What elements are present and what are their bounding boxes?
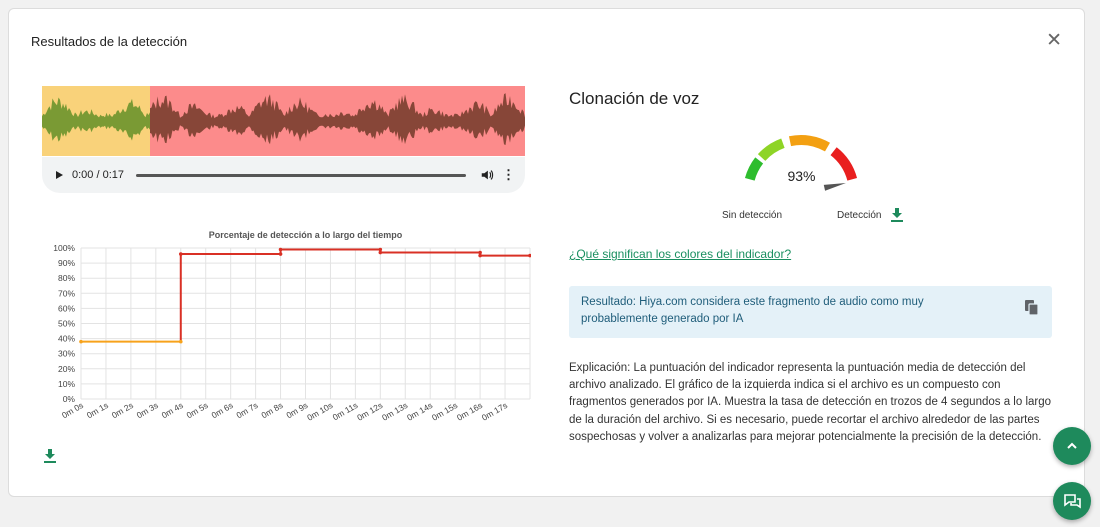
more-options-icon[interactable]: ⋮ — [502, 167, 515, 182]
detection-gauge — [744, 135, 858, 191]
gauge-arc-2 — [788, 135, 830, 152]
download-icon[interactable] — [44, 449, 56, 463]
data-point — [478, 250, 482, 255]
y-tick-label: 10% — [58, 379, 75, 389]
y-tick-label: 80% — [58, 273, 75, 283]
x-tick-label: 0m 15s — [430, 400, 459, 423]
explanation-text: Explicación: La puntuación del indicador… — [569, 362, 1052, 443]
y-tick-label: 90% — [58, 258, 75, 268]
gauge-needle — [823, 182, 846, 191]
y-tick-label: 30% — [58, 349, 75, 359]
data-point — [378, 247, 383, 252]
detection-results-dialog: Resultados de la detección ✕ 0:00 / 0:17… — [8, 8, 1085, 497]
detection-over-time-chart: Porcentaje de detección a lo largo del t… — [53, 230, 531, 423]
data-point — [278, 247, 283, 252]
x-tick-label: 0m 5s — [185, 400, 210, 420]
x-tick-label: 0m 1s — [85, 400, 110, 420]
result-banner: Resultado: Hiya.com considera este fragm… — [569, 286, 1052, 338]
x-tick-label: 0m 3s — [135, 400, 160, 420]
data-point — [528, 253, 531, 258]
dialog-title: Resultados de la detección — [31, 34, 188, 49]
x-tick-label: 0m 14s — [405, 400, 434, 423]
x-tick-label: 0m 12s — [355, 400, 384, 423]
x-tick-label: 0m 2s — [110, 400, 135, 420]
download-icon[interactable] — [891, 208, 903, 222]
gauge-arc-0 — [744, 157, 764, 181]
x-tick-label: 0m 6s — [210, 400, 235, 420]
x-tick-label: 0m 17s — [480, 400, 509, 423]
x-tick-label: 0m 8s — [260, 400, 285, 420]
y-tick-label: 40% — [58, 334, 75, 344]
x-tick-label: 0m 11s — [331, 400, 360, 422]
x-tick-label: 0m 9s — [284, 400, 309, 420]
y-tick-label: 50% — [58, 319, 75, 329]
audio-player: 0:00 / 0:17 ⋮ — [42, 157, 525, 193]
waveform-rest — [150, 93, 525, 146]
audio-waveform[interactable] — [42, 86, 525, 156]
chart-title: Porcentaje de detección a lo largo del t… — [209, 230, 403, 240]
play-icon[interactable] — [56, 171, 63, 179]
waveform-start — [42, 97, 150, 142]
result-text: Resultado: Hiya.com considera este fragm… — [581, 296, 924, 325]
y-tick-label: 20% — [58, 364, 75, 374]
volume-icon[interactable] — [480, 168, 494, 182]
close-icon[interactable]: ✕ — [1046, 30, 1062, 51]
gauge-arc-3 — [830, 147, 858, 181]
chevron-up-icon — [1067, 442, 1077, 449]
data-point — [278, 252, 283, 256]
detection-type-title: Clonación de voz — [569, 89, 700, 108]
scroll-top-button[interactable] — [1053, 427, 1091, 465]
data-point — [79, 339, 83, 344]
x-tick-label: 0m 7s — [235, 400, 260, 420]
y-tick-label: 70% — [58, 288, 75, 298]
x-tick-label: 0m 10s — [305, 400, 334, 423]
data-point — [478, 253, 482, 258]
chat-button[interactable] — [1053, 482, 1091, 520]
gauge-value: 93% — [787, 168, 816, 184]
x-tick-label: 0m 4s — [160, 400, 185, 420]
y-tick-label: 60% — [58, 303, 75, 313]
gauge-left-label: Sin detección — [722, 210, 783, 221]
data-point — [178, 252, 183, 256]
x-tick-label: 0m 13s — [380, 400, 409, 423]
player-time: 0:00 / 0:17 — [72, 169, 124, 181]
data-point — [178, 339, 183, 344]
x-tick-label: 0m 16s — [455, 400, 484, 423]
data-point — [378, 250, 383, 255]
player-progress-track[interactable] — [136, 173, 466, 177]
chat-icon — [1064, 494, 1081, 509]
copy-icon[interactable] — [1025, 300, 1039, 316]
y-tick-label: 0% — [63, 394, 76, 404]
gauge-arc-1 — [757, 138, 785, 162]
gauge-right-label: Detección — [837, 210, 882, 221]
y-tick-label: 100% — [53, 243, 75, 253]
indicator-colors-link[interactable]: ¿Qué significan los colores del indicado… — [569, 247, 792, 261]
